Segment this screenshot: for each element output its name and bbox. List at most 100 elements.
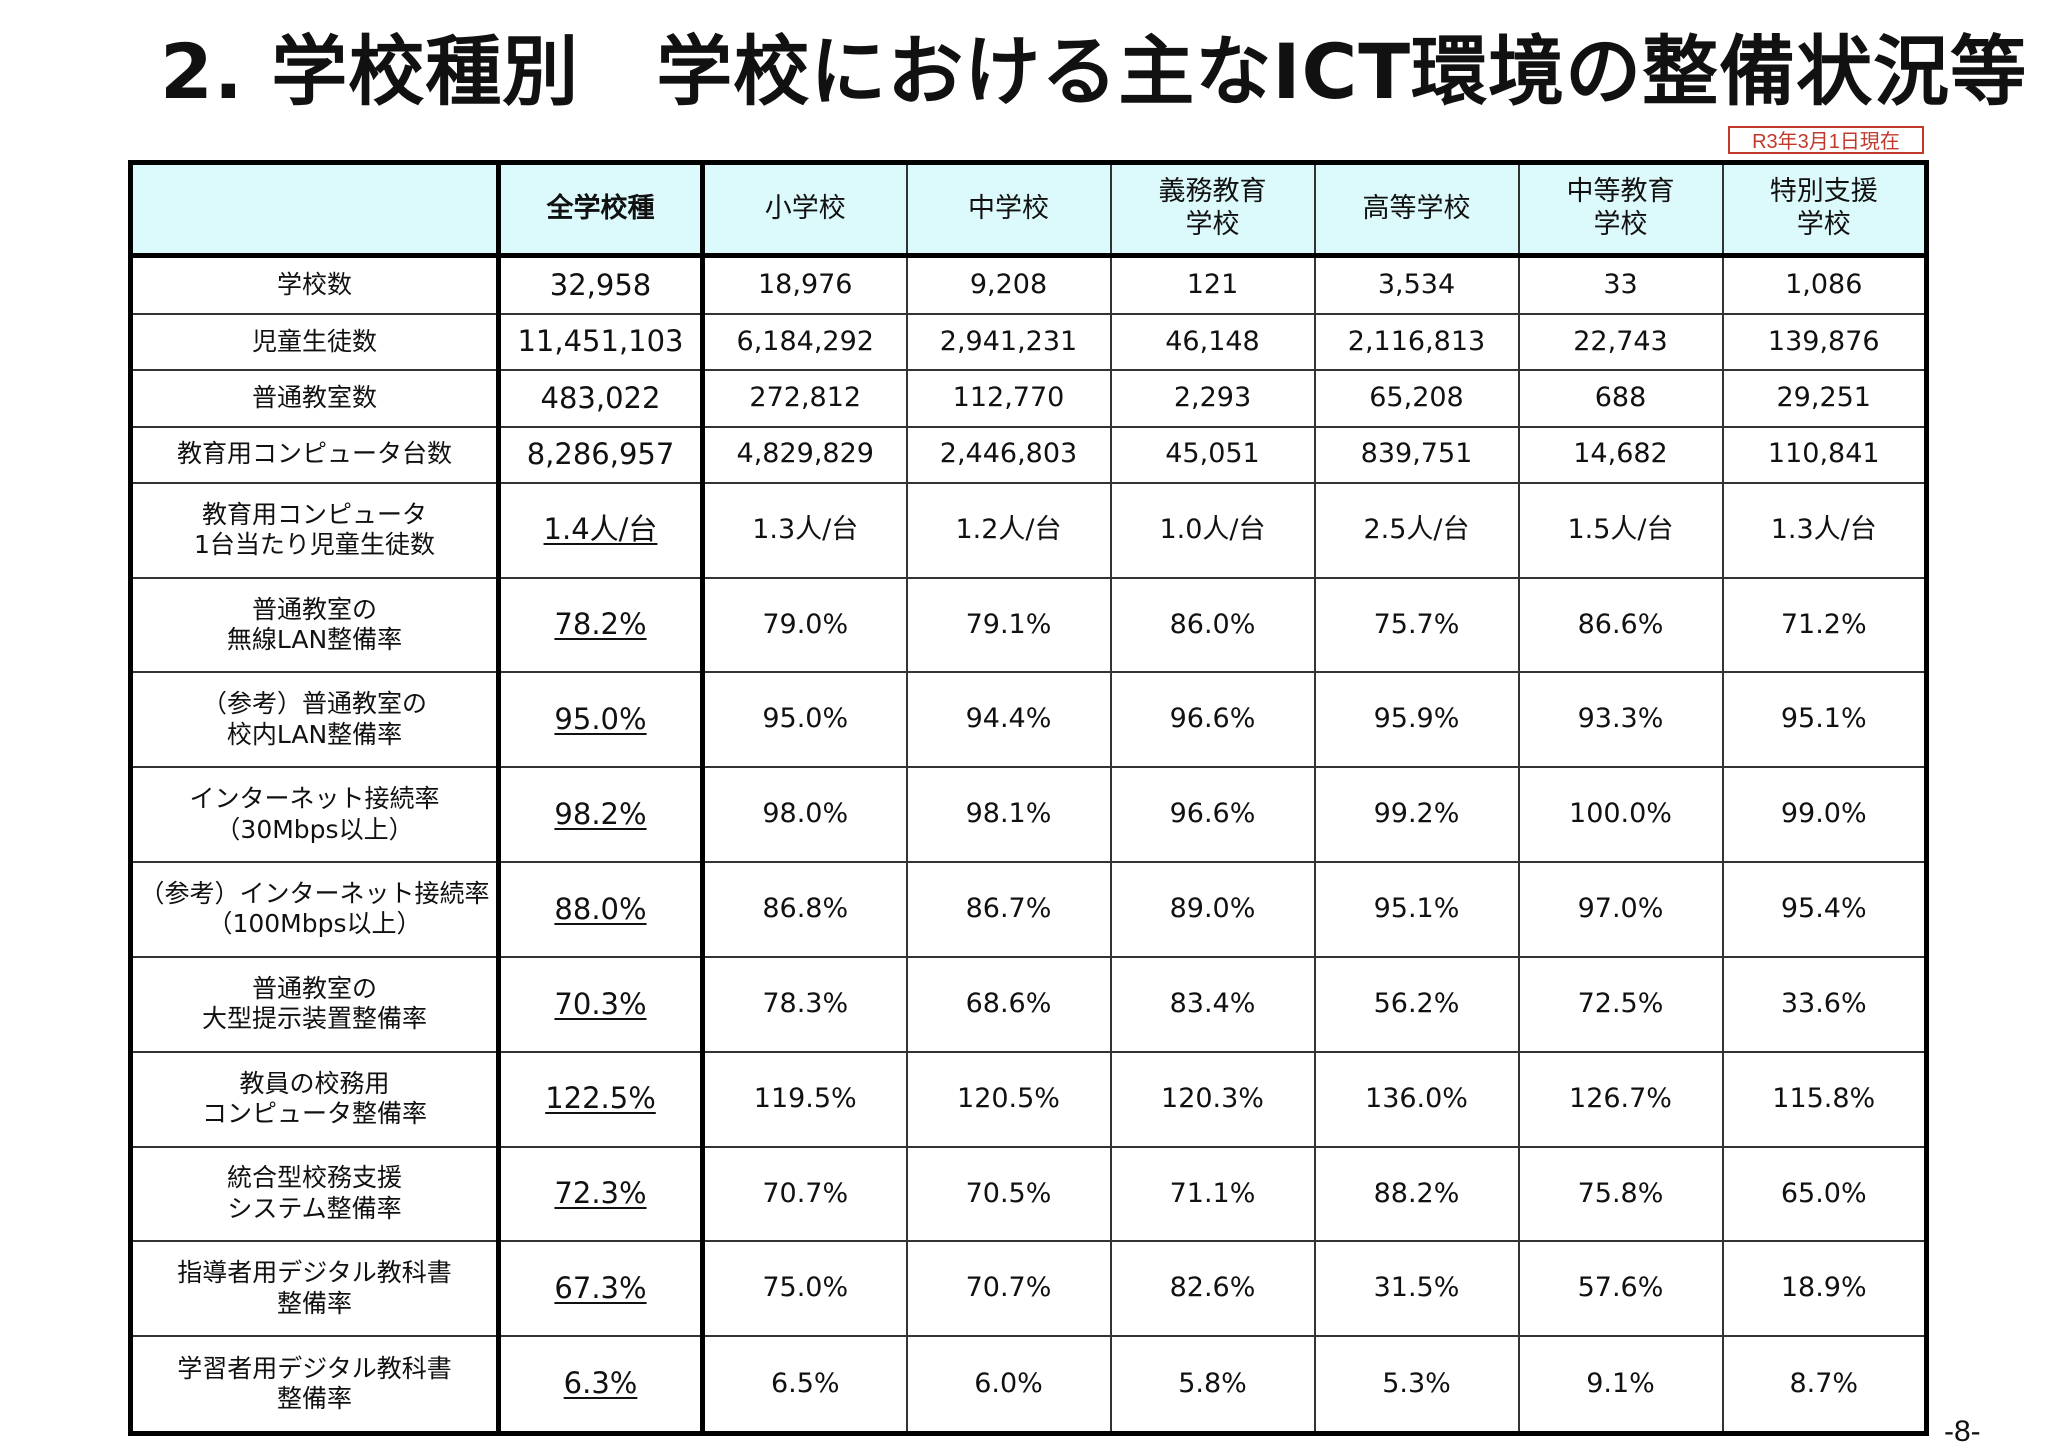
table-cell: 95.1%: [1721, 671, 1928, 769]
cell-value: 8,286,957: [526, 436, 675, 471]
cell-all-schools: 95.0%: [496, 671, 705, 769]
table-cell: 96.6%: [1109, 671, 1316, 769]
table-cell: 33.6%: [1721, 955, 1928, 1053]
table-cell: 79.0%: [701, 576, 908, 674]
row-label: 学習者用デジタル教科書 整備率: [129, 1335, 500, 1435]
table-row: 教育用コンピュータ台数 8,286,957 4,829,829 2,446,803 45…: [129, 425, 1928, 484]
date-badge: R3年3月1日現在: [1728, 126, 1924, 154]
cell-value: 483,022: [540, 380, 661, 415]
table-cell: 45,051: [1109, 425, 1316, 484]
table-cell: 112,770: [905, 369, 1112, 428]
cell-value: 6.3%: [563, 1366, 638, 1401]
table-header-row: 全学校種 小学校 中学校 義務教育 学校 高等学校 中等教育 学校 特別支援 学…: [129, 161, 1928, 257]
row-label: 普通教室の 大型提示装置整備率: [129, 955, 500, 1053]
table-cell: 31.5%: [1313, 1240, 1520, 1338]
table-row: 学校数 32,958 18,976 9,208 121 3,534 33 1,086: [129, 254, 1928, 316]
table-row: インターネット接続率 （30Mbps以上） 98.2% 98.0% 98.1% 96.6…: [129, 766, 1928, 864]
table-row: 教員の校務用 コンピュータ整備率 122.5% 119.5% 120.5% 120.3%…: [129, 1050, 1928, 1148]
table-cell: 71.1%: [1109, 1145, 1316, 1243]
row-label: インターネット接続率 （30Mbps以上）: [129, 766, 500, 864]
table-cell: 18,976: [701, 254, 908, 316]
cell-all-schools: 122.5%: [496, 1050, 705, 1148]
table-cell: 1.3人/台: [701, 481, 908, 579]
table-cell: 110,841: [1721, 425, 1928, 484]
table-cell: 46,148: [1109, 313, 1316, 372]
cell-all-schools: 8,286,957: [496, 425, 705, 484]
table-cell: 93.3%: [1517, 671, 1724, 769]
table-cell: 8.7%: [1721, 1335, 1928, 1435]
cell-all-schools: 6.3%: [496, 1335, 705, 1435]
header-cell-special-support: 特別支援 学校: [1721, 161, 1928, 257]
table-cell: 83.4%: [1109, 955, 1316, 1053]
table-cell: 88.2%: [1313, 1145, 1520, 1243]
table-cell: 2,941,231: [905, 313, 1112, 372]
table-cell: 14,682: [1517, 425, 1724, 484]
cell-all-schools: 72.3%: [496, 1145, 705, 1243]
table-cell: 86.0%: [1109, 576, 1316, 674]
table-cell: 18.9%: [1721, 1240, 1928, 1338]
table-cell: 95.1%: [1313, 861, 1520, 958]
cell-value: 122.5%: [545, 1081, 656, 1116]
table-cell: 2,116,813: [1313, 313, 1520, 372]
cell-all-schools: 88.0%: [496, 861, 705, 958]
table-cell: 95.9%: [1313, 671, 1520, 769]
table-row: 普通教室の 大型提示装置整備率 70.3% 78.3% 68.6% 83.4% 56.2%…: [129, 955, 1928, 1053]
header-cell-secondary: 中等教育 学校: [1517, 161, 1724, 257]
row-label: （参考）インターネット接続率 （100Mbps以上）: [129, 861, 500, 958]
table-cell: 29,251: [1721, 369, 1928, 428]
table-cell: 86.7%: [905, 861, 1112, 958]
cell-value: 70.3%: [554, 986, 647, 1021]
table-cell: 120.3%: [1109, 1050, 1316, 1148]
table-cell: 3,534: [1313, 254, 1520, 316]
table-cell: 71.2%: [1721, 576, 1928, 674]
table-cell: 99.2%: [1313, 766, 1520, 864]
table-cell: 119.5%: [701, 1050, 908, 1148]
header-cell-all-schools: 全学校種: [496, 161, 705, 257]
table-cell: 33: [1517, 254, 1724, 316]
table-cell: 1.5人/台: [1517, 481, 1724, 579]
table-cell: 6.5%: [701, 1335, 908, 1435]
table-cell: 96.6%: [1109, 766, 1316, 864]
table-cell: 89.0%: [1109, 861, 1316, 958]
header-cell-junior-high: 中学校: [905, 161, 1112, 257]
table-cell: 9.1%: [1517, 1335, 1724, 1435]
row-label: 教育用コンピュータ 1台当たり児童生徒数: [129, 481, 500, 579]
table-cell: 9,208: [905, 254, 1112, 316]
table-row: （参考）普通教室の 校内LAN整備率 95.0% 95.0% 94.4% 96.6% 95…: [129, 671, 1928, 769]
table-cell: 70.7%: [701, 1145, 908, 1243]
row-label: 指導者用デジタル教科書 整備率: [129, 1240, 500, 1338]
cell-all-schools: 1.4人/台: [496, 481, 705, 579]
table-cell: 1.2人/台: [905, 481, 1112, 579]
table-cell: 99.0%: [1721, 766, 1928, 864]
table-cell: 839,751: [1313, 425, 1520, 484]
table-cell: 82.6%: [1109, 1240, 1316, 1338]
table-cell: 78.3%: [701, 955, 908, 1053]
page-title: 2. 学校種別 学校における主なICT環境の整備状況等: [160, 27, 2028, 116]
table-cell: 100.0%: [1517, 766, 1724, 864]
table-cell: 2.5人/台: [1313, 481, 1520, 579]
table-cell: 121: [1109, 254, 1316, 316]
table-cell: 1,086: [1721, 254, 1928, 316]
cell-all-schools: 70.3%: [496, 955, 705, 1053]
header-cell-blank: [129, 161, 500, 257]
row-label: 統合型校務支援 システム整備率: [129, 1145, 500, 1243]
table-row: 普通教室の 無線LAN整備率 78.2% 79.0% 79.1% 86.0% 75.7% 8…: [129, 576, 1928, 674]
table-cell: 70.7%: [905, 1240, 1112, 1338]
table-row: （参考）インターネット接続率 （100Mbps以上） 88.0% 86.8% 86.7…: [129, 861, 1928, 958]
row-label: 児童生徒数: [129, 313, 500, 372]
page-number: -8-: [1944, 1415, 1981, 1448]
table-cell: 97.0%: [1517, 861, 1724, 958]
table-cell: 22,743: [1517, 313, 1724, 372]
table-cell: 5.8%: [1109, 1335, 1316, 1435]
header-cell-elementary: 小学校: [701, 161, 908, 257]
row-label: （参考）普通教室の 校内LAN整備率: [129, 671, 500, 769]
row-label: 教員の校務用 コンピュータ整備率: [129, 1050, 500, 1148]
table-cell: 75.0%: [701, 1240, 908, 1338]
table-cell: 98.1%: [905, 766, 1112, 864]
cell-value: 78.2%: [554, 607, 647, 642]
table-cell: 115.8%: [1721, 1050, 1928, 1148]
ict-status-table: 全学校種 小学校 中学校 義務教育 学校 高等学校 中等教育 学校 特別支援 学…: [128, 160, 1929, 1436]
row-label: 教育用コンピュータ台数: [129, 425, 500, 484]
cell-all-schools: 32,958: [496, 254, 705, 316]
row-label: 普通教室の 無線LAN整備率: [129, 576, 500, 674]
